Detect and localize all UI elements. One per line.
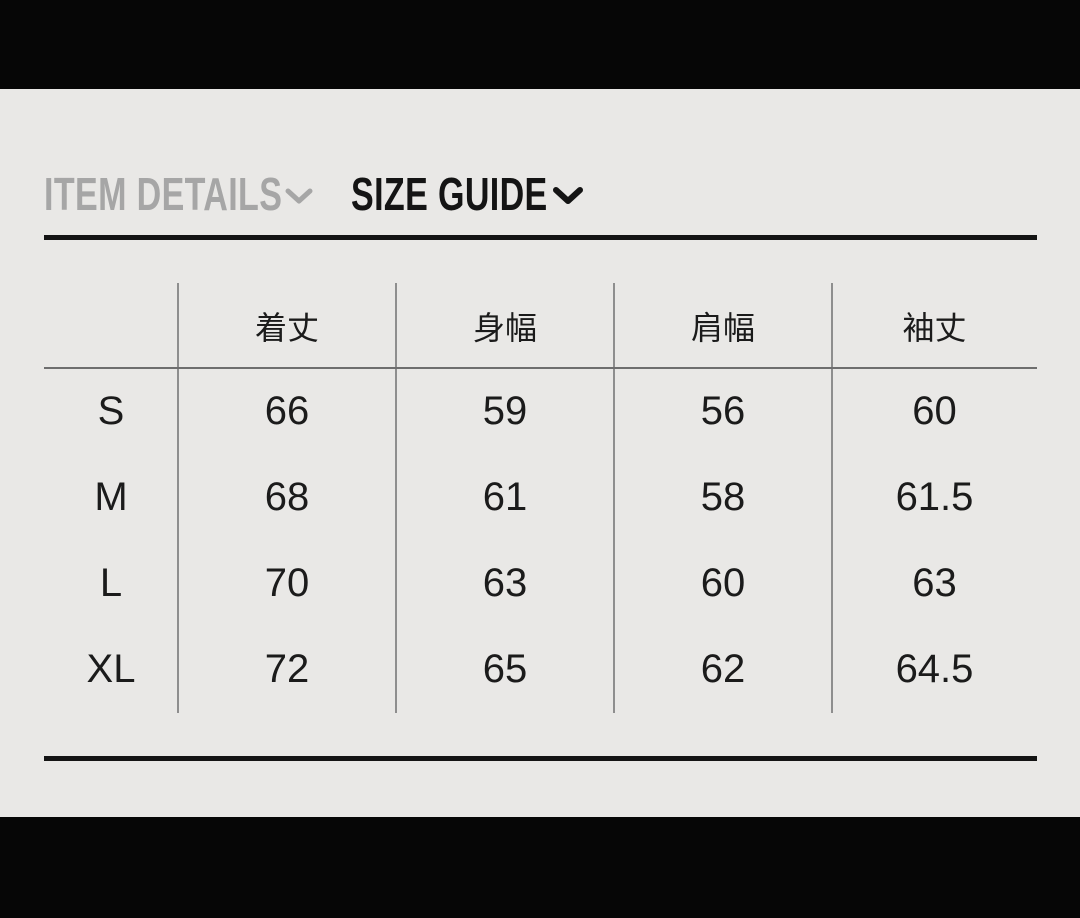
row-l-body-length: 70 bbox=[264, 561, 310, 606]
row-xl-sleeve-length: 64.5 bbox=[895, 647, 974, 692]
column-header-sleeve-length: 袖丈 bbox=[902, 309, 967, 346]
row-m-body-length: 68 bbox=[264, 474, 310, 519]
row-l-size-label: L bbox=[99, 561, 123, 606]
detail-tabs: ITEM DETAILS SIZE GUIDE bbox=[44, 165, 584, 223]
column-separator bbox=[177, 283, 179, 713]
row-m-sleeve-length: 61.5 bbox=[895, 474, 974, 519]
tab-item-details-label: ITEM DETAILS bbox=[44, 168, 283, 220]
chevron-down-icon bbox=[553, 187, 583, 204]
size-guide-table: 着丈 身幅 肩幅 袖丈 S 66 59 56 60 M 68 61 58 61.… bbox=[44, 283, 1037, 713]
row-m-body-width: 61 bbox=[482, 474, 528, 519]
row-s-size-label: S bbox=[97, 388, 125, 433]
row-s-body-length: 66 bbox=[264, 388, 310, 433]
tab-size-guide[interactable]: SIZE GUIDE bbox=[351, 171, 584, 217]
chevron-down-icon bbox=[285, 188, 313, 203]
column-separator bbox=[831, 283, 833, 713]
size-grid: 着丈 身幅 肩幅 袖丈 S 66 59 56 60 M 68 61 58 61.… bbox=[44, 283, 1037, 713]
row-xl-shoulder-width: 62 bbox=[700, 647, 746, 692]
row-xl-size-label: XL bbox=[86, 647, 136, 692]
row-l-sleeve-length: 63 bbox=[912, 561, 957, 606]
row-l-body-width: 63 bbox=[482, 561, 528, 606]
tabs-underline-rule bbox=[44, 235, 1037, 240]
row-xl-body-length: 72 bbox=[264, 647, 310, 692]
column-header-shoulder-width: 肩幅 bbox=[690, 309, 755, 346]
tab-item-details[interactable]: ITEM DETAILS bbox=[44, 171, 314, 217]
column-header-body-length: 着丈 bbox=[254, 309, 319, 346]
table-bottom-rule bbox=[44, 756, 1037, 761]
column-separator bbox=[395, 283, 397, 713]
row-s-shoulder-width: 56 bbox=[700, 388, 746, 433]
header-divider-line bbox=[44, 367, 1037, 369]
top-letterbox-bar bbox=[0, 0, 1080, 89]
row-xl-body-width: 65 bbox=[482, 647, 528, 692]
column-header-body-width: 身幅 bbox=[472, 309, 537, 346]
column-separator bbox=[613, 283, 615, 713]
size-guide-panel: ITEM DETAILS SIZE GUIDE 着丈 身幅 肩幅 袖丈 bbox=[0, 89, 1080, 817]
row-m-size-label: M bbox=[94, 474, 128, 519]
row-s-body-width: 59 bbox=[482, 388, 528, 433]
bottom-letterbox-bar bbox=[0, 817, 1080, 918]
column-header-blank bbox=[44, 283, 178, 368]
row-l-shoulder-width: 60 bbox=[700, 561, 746, 606]
row-m-shoulder-width: 58 bbox=[700, 474, 746, 519]
row-s-sleeve-length: 60 bbox=[912, 388, 957, 433]
tab-size-guide-label: SIZE GUIDE bbox=[351, 168, 548, 220]
